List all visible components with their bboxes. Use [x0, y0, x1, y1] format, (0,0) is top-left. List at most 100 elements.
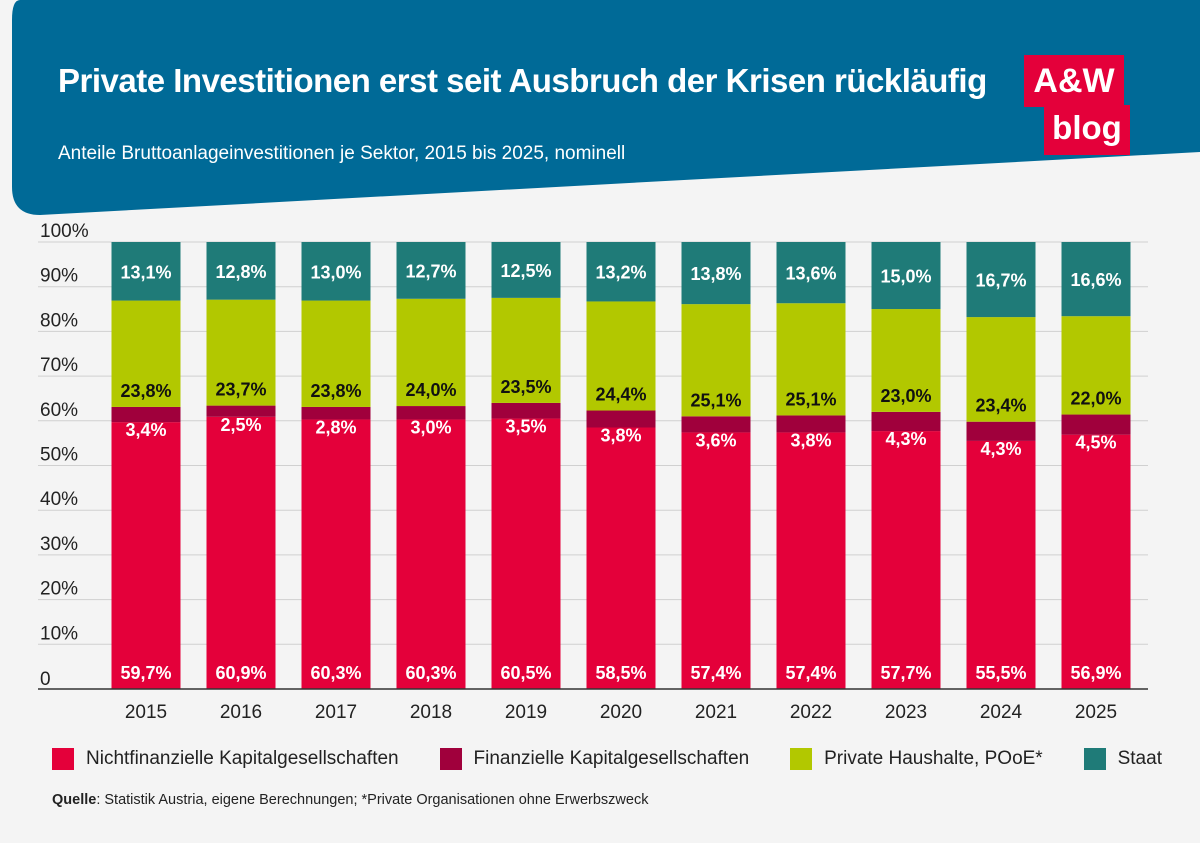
bar-segment — [776, 242, 846, 304]
brand-logo-line2: blog — [1044, 105, 1130, 155]
data-label: 23,5% — [500, 377, 551, 397]
legend-swatch — [1083, 748, 1106, 770]
data-label: 25,1% — [690, 390, 741, 410]
y-tick-label: 100% — [40, 221, 89, 242]
data-label: 24,4% — [595, 385, 646, 405]
data-label: 23,8% — [310, 381, 361, 401]
data-label: 12,5% — [500, 261, 551, 281]
data-label: 60,3% — [405, 663, 456, 683]
bar-segment — [111, 242, 181, 301]
data-label: 23,8% — [120, 381, 171, 401]
bar-segment — [871, 242, 941, 310]
bar-segment — [1061, 414, 1131, 435]
bar-segment — [206, 416, 276, 689]
data-label: 13,6% — [785, 264, 836, 284]
source-text: : Statistik Austria, eigene Berechnungen… — [96, 792, 649, 808]
bar-segment — [681, 432, 751, 689]
bar-segment — [776, 415, 846, 433]
legend-swatch — [52, 748, 74, 770]
legend-label: Finanzielle Kapitalgesellschaften — [473, 748, 750, 769]
data-label: 57,4% — [785, 663, 836, 683]
data-label: 23,7% — [215, 380, 266, 400]
bar-segment — [586, 427, 656, 689]
data-label: 60,9% — [215, 663, 266, 683]
data-label: 13,1% — [120, 262, 171, 282]
bar-segment — [111, 422, 181, 689]
data-label: 57,7% — [880, 663, 931, 683]
data-label: 60,5% — [500, 663, 551, 683]
x-tick-label: 2018 — [410, 702, 452, 723]
data-label: 3,5% — [505, 417, 546, 437]
data-label: 12,7% — [405, 261, 456, 281]
bar-segment — [396, 419, 466, 689]
data-label: 57,4% — [690, 663, 741, 683]
bar-segment — [871, 431, 941, 689]
data-label: 12,8% — [215, 262, 266, 282]
brand-logo: A&W blog — [1024, 55, 1152, 155]
x-tick-label: 2015 — [125, 702, 167, 723]
bar-segment — [206, 242, 276, 300]
data-label: 22,0% — [1070, 389, 1121, 409]
x-tick-label: 2024 — [980, 702, 1023, 723]
x-tick-label: 2016 — [220, 702, 262, 723]
x-tick-label: 2021 — [695, 702, 737, 723]
data-label: 55,5% — [975, 663, 1026, 683]
data-label: 23,0% — [880, 386, 931, 406]
bar-segment — [111, 300, 181, 407]
bar-segment — [491, 297, 561, 403]
data-label: 60,3% — [310, 663, 361, 683]
x-tick-label: 2019 — [505, 702, 547, 723]
bar-segment — [1061, 316, 1131, 415]
y-tick-label: 70% — [40, 355, 78, 376]
data-label: 4,3% — [980, 439, 1021, 459]
data-label: 3,0% — [410, 417, 451, 437]
bar-segment — [301, 419, 371, 689]
bar-segment — [396, 406, 466, 420]
data-label: 2,5% — [220, 415, 261, 435]
bar-segment — [396, 298, 466, 407]
bar-segment — [966, 242, 1036, 318]
header-band — [12, 0, 1200, 215]
bar-segment — [871, 309, 941, 412]
source-label: Quelle — [52, 792, 97, 808]
data-label: 58,5% — [595, 663, 646, 683]
bar-segment — [681, 304, 751, 417]
bar-segment — [966, 317, 1036, 422]
bar-segment — [966, 440, 1036, 689]
bar-segment — [491, 402, 561, 419]
data-label: 13,8% — [690, 264, 741, 284]
legend-label: Nichtfinanzielle Kapitalgesellschaften — [86, 748, 399, 769]
data-label: 56,9% — [1070, 663, 1121, 683]
data-label: 23,4% — [975, 396, 1026, 416]
y-tick-label: 80% — [40, 310, 78, 331]
bar-segment — [111, 406, 181, 423]
y-tick-label: 20% — [40, 579, 78, 600]
legend-item-nichtfinanzielle: Nichtfinanzielle Kapitalgesellschaften — [52, 748, 399, 770]
y-tick-label: 10% — [40, 623, 78, 644]
y-tick-label: 30% — [40, 534, 78, 555]
page-subtitle: Anteile Bruttoanlageinvestitionen je Sek… — [58, 143, 626, 164]
legend-label: Private Haushalte, POoE* — [824, 748, 1043, 769]
page-title: Private Investitionen erst seit Ausbruch… — [58, 62, 987, 99]
chart-legend: Nichtfinanzielle Kapitalgesellschaften F… — [52, 748, 1162, 770]
x-tick-label: 2022 — [790, 702, 832, 723]
bar-segment — [776, 303, 846, 416]
bar-segment — [301, 406, 371, 420]
legend-item-haushalte: Private Haushalte, POoE* — [790, 748, 1043, 770]
y-tick-label: 60% — [40, 400, 78, 421]
bar-segment — [586, 410, 656, 428]
data-label: 3,8% — [790, 430, 831, 450]
bar-segment — [301, 242, 371, 301]
legend-swatch — [439, 748, 462, 770]
data-label: 4,3% — [885, 429, 926, 449]
x-tick-label: 2025 — [1075, 702, 1117, 723]
data-label: 59,7% — [120, 663, 171, 683]
x-tick-label: 2023 — [885, 702, 927, 723]
legend-item-staat: Staat — [1083, 748, 1162, 770]
bar-segment — [586, 301, 656, 411]
legend-label: Staat — [1117, 748, 1162, 769]
y-tick-label: 0 — [40, 669, 51, 690]
y-tick-label: 90% — [40, 266, 78, 287]
bar-segment — [206, 299, 276, 406]
bar-segment — [681, 242, 751, 305]
